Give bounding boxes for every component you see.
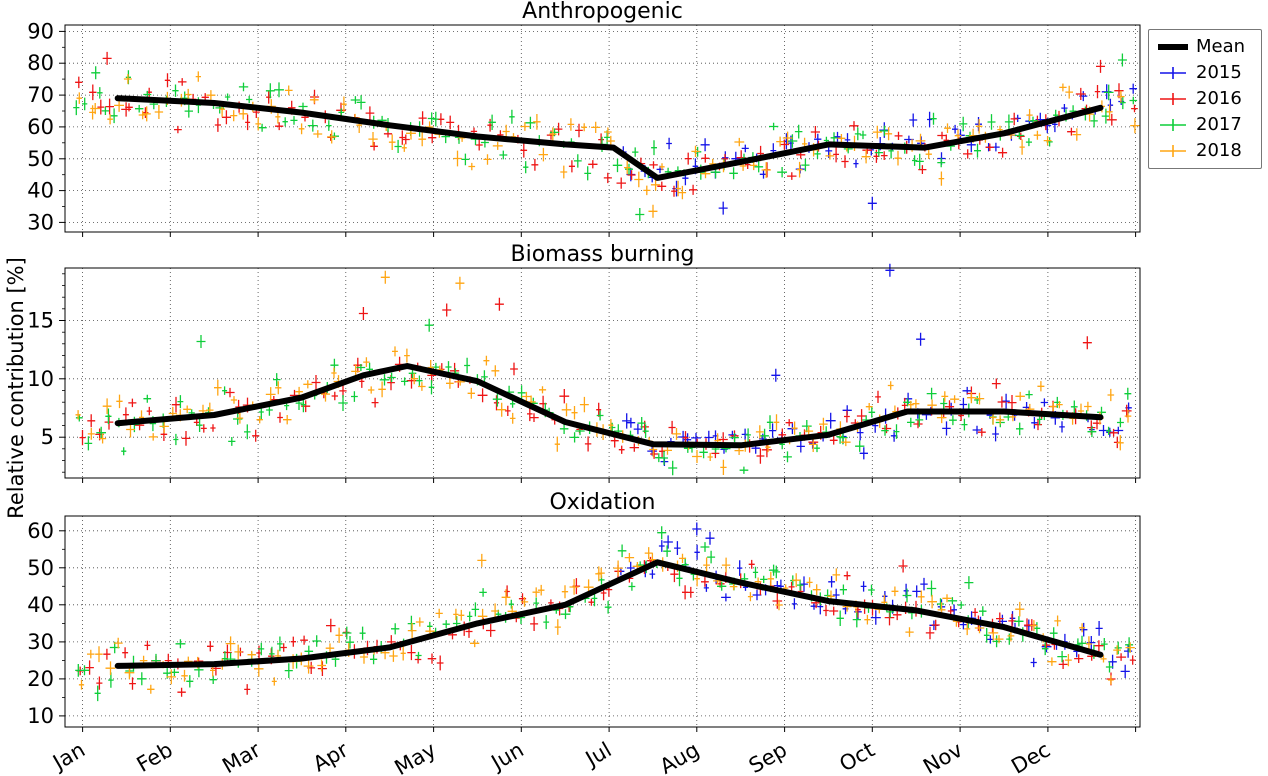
scatter-series-2018 (76, 71, 1140, 200)
panel-oxidation: 10 20 30 40 50 60 Oxidation Jan Feb Mar Apr May Jun J… (27, 490, 1141, 776)
outlier-point-2017 (635, 208, 645, 221)
panel-biomass-burning: 5 10 15 Biomass burning (27, 242, 1141, 483)
x-tick-label-may: May (390, 738, 440, 776)
panel-anthropogenic: 30 40 50 60 70 80 90 Anthropogenic (27, 0, 1141, 237)
x-tick-label-dec: Dec (1007, 738, 1054, 776)
mean-line-swatch-bar (1158, 44, 1188, 50)
y-tick-label: 60 (27, 115, 54, 139)
legend-label-2017: 2017 (1196, 114, 1242, 135)
outlier-point-2018 (477, 553, 487, 567)
outlier-point-2016 (102, 51, 112, 65)
outlier-point-2018 (455, 276, 465, 290)
y-tick-label: 60 (27, 519, 54, 543)
outlier-point-2016 (1096, 59, 1106, 73)
y-tick-label: 20 (27, 667, 54, 691)
outlier-point-2016 (494, 297, 504, 311)
x-tick-label-nov: Nov (919, 738, 967, 776)
x-tick-label-oct: Oct (835, 738, 878, 776)
x-tick-label-apr: Apr (309, 737, 353, 776)
x-tick-label-mar: Mar (218, 737, 265, 776)
outlier-point-2015 (692, 522, 702, 536)
y-tick-label: 50 (27, 147, 54, 171)
legend-item-2016: 2016 (1157, 90, 1253, 108)
outlier-point-2017 (964, 576, 974, 590)
outlier-point-2015 (885, 263, 895, 277)
legend-item-2017: 2017 (1157, 116, 1253, 134)
outlier-point-2015 (771, 368, 781, 382)
mean-line (114, 363, 1104, 449)
outlier-point-2017 (196, 335, 206, 348)
y-tick-label: 70 (27, 83, 54, 107)
panel-border (64, 515, 1141, 728)
outlier-point-2017 (1117, 53, 1127, 67)
mean-line (114, 95, 1104, 181)
y-tick-label: 5 (41, 425, 54, 449)
legend-label-2018: 2018 (1196, 140, 1242, 161)
legend-label-mean: Mean (1196, 36, 1246, 57)
x-tick-label-sep: Sep (745, 738, 791, 776)
plus-marker-swatch-2018 (1157, 143, 1189, 159)
legend-item-2018: 2018 (1157, 142, 1253, 160)
x-tick-label-aug: Aug (656, 738, 704, 776)
scatter-series-2016 (76, 556, 1136, 697)
scatter-series-2017 (75, 542, 1134, 702)
outlier-point-2017 (424, 318, 434, 332)
outlier-point-2015 (916, 332, 926, 346)
panel-title: Anthropogenic (522, 0, 683, 24)
panel-border (64, 267, 1141, 479)
scatter-series-2015 (620, 83, 1137, 197)
outlier-point-2016 (898, 559, 908, 573)
outlier-point-2015 (718, 201, 728, 215)
panel-title: Oxidation (549, 490, 655, 515)
y-tick-label: 15 (27, 309, 54, 333)
outlier-point-2016 (442, 303, 452, 317)
legend-item-2015: 2015 (1157, 64, 1253, 82)
legend-item-mean: Mean (1157, 38, 1253, 56)
y-tick-label: 30 (27, 630, 54, 654)
y-tick-label: 10 (27, 704, 54, 728)
plus-marker-swatch-2015 (1157, 65, 1189, 81)
legend-label-2016: 2016 (1196, 88, 1242, 109)
y-tick-label: 80 (27, 51, 54, 75)
outlier-point-2015 (867, 196, 877, 210)
outlier-point-2016 (358, 307, 368, 320)
y-tick-label: 50 (27, 556, 54, 580)
panel-border (64, 24, 1141, 233)
mean-line (114, 559, 1104, 669)
y-tick-label: 40 (27, 179, 54, 203)
outlier-point-2015 (705, 531, 715, 545)
x-tick-label-feb: Feb (133, 738, 177, 776)
scatter-series-2017 (75, 357, 1132, 476)
x-tick-label-jul: Jul (580, 738, 616, 772)
plus-marker-swatch-2017 (1157, 117, 1189, 133)
legend-label-2015: 2015 (1196, 62, 1242, 83)
plus-marker-swatch-2016 (1157, 91, 1189, 107)
mean-line-swatch (1157, 39, 1189, 55)
scatter-series-2017 (73, 70, 1138, 181)
y-tick-label: 40 (27, 593, 54, 617)
outlier-point-2016 (1082, 336, 1092, 350)
legend: Mean 2015 2016 2017 2018 (1148, 29, 1262, 169)
y-tick-label: 90 (27, 19, 54, 43)
outlier-point-2018 (380, 270, 390, 284)
outlier-point-2017 (657, 526, 667, 540)
x-tick-label-jan: Jan (47, 738, 89, 776)
outlier-point-2018 (648, 204, 658, 218)
outlier-point-2017 (91, 66, 101, 80)
y-tick-label: 30 (27, 210, 54, 234)
panel-title: Biomass burning (510, 242, 694, 267)
grid-lines (65, 268, 1140, 478)
x-tick-label-jun: Jun (486, 738, 528, 776)
y-tick-label: 10 (27, 367, 54, 391)
scatter-series-2015 (622, 386, 1132, 466)
